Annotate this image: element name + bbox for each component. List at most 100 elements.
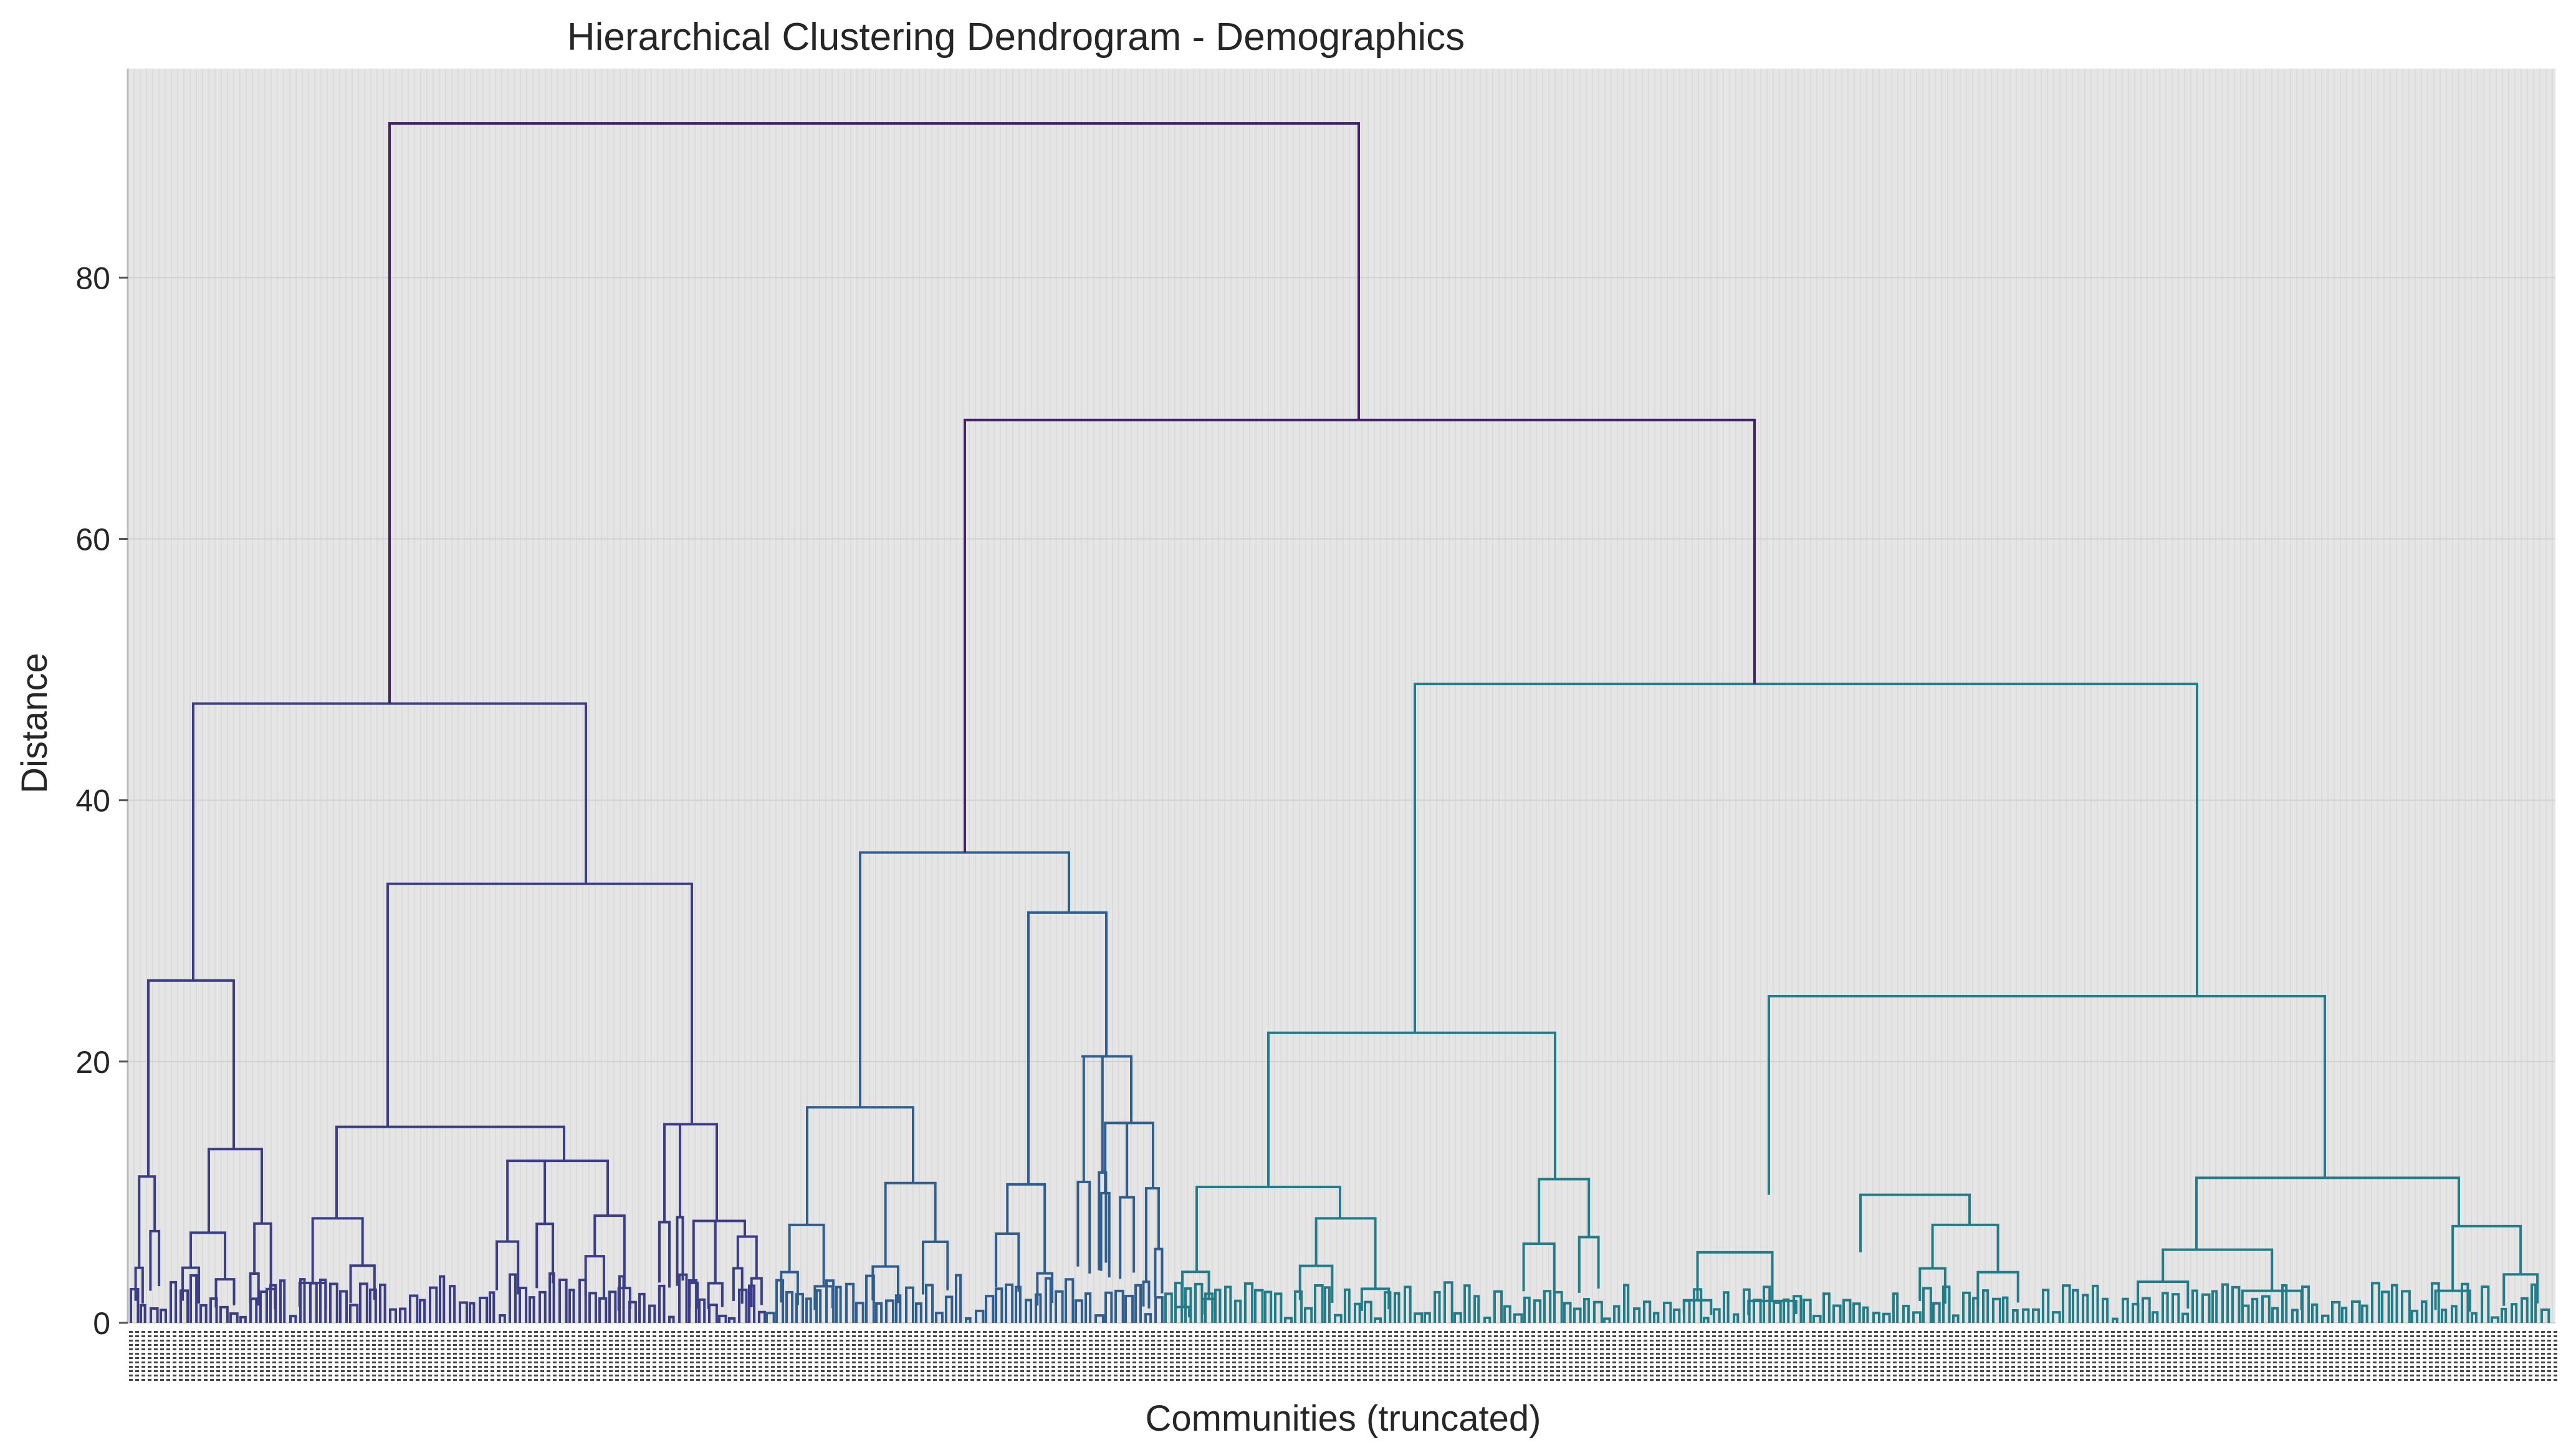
leaf-link: [1812, 1315, 1822, 1323]
dendrogram-link: [736, 1235, 758, 1279]
leaf-link: [1892, 1292, 1899, 1323]
leaf-link: [1842, 1299, 1852, 1323]
dendrogram-link: [1006, 1183, 1046, 1274]
leaf-link: [419, 1299, 426, 1323]
leaf-link: [765, 1312, 775, 1323]
dendrogram-link: [593, 1214, 626, 1289]
leaf-link: [1862, 1306, 1869, 1323]
leaf-link: [608, 1290, 617, 1323]
leaf-link: [668, 1315, 675, 1323]
leaf-link: [1882, 1312, 1891, 1323]
dendrogram-link: [750, 1277, 763, 1308]
leaf-link: [1224, 1285, 1232, 1323]
leaf-link: [1304, 1307, 1313, 1323]
leaf-link: [529, 1296, 535, 1323]
dendrogram-link: [780, 1270, 799, 1305]
dendrogram-link: [214, 1278, 236, 1308]
dendrogram-link: [1360, 1287, 1391, 1311]
leaf-link: [2341, 1307, 2348, 1323]
dendrogram-link: [386, 882, 693, 1127]
leaf-link: [1643, 1300, 1652, 1323]
leaf-link: [1773, 1301, 1782, 1323]
leaf-link: [2062, 1284, 2071, 1323]
leaf-link: [1134, 1284, 1142, 1323]
y-tick-label: 40: [75, 784, 110, 819]
leaf-link: [2441, 1309, 2448, 1323]
leaf-link: [439, 1275, 446, 1323]
leaf-link: [698, 1298, 706, 1323]
leaf-link: [2022, 1308, 2030, 1323]
leaf-link: [1284, 1317, 1293, 1323]
leaf-link: [349, 1304, 359, 1323]
leaf-link: [1493, 1290, 1503, 1323]
leaf-link: [2291, 1309, 2299, 1323]
dendrogram-link: [584, 1255, 605, 1300]
leaf-link: [2411, 1309, 2419, 1323]
dendrogram-link: [2162, 1248, 2274, 1291]
dendrogram-link: [1142, 1280, 1151, 1309]
leaf-link: [2191, 1289, 2198, 1323]
leaf-link: [2122, 1297, 2129, 1323]
leaf-link: [2231, 1285, 2241, 1323]
leaf-link: [795, 1292, 805, 1323]
leaf-link: [369, 1288, 377, 1323]
leaf-link: [568, 1289, 575, 1323]
leaf-link: [1324, 1286, 1331, 1323]
leaf-link: [1952, 1314, 1960, 1323]
leaf-link: [509, 1273, 517, 1323]
leaf-link: [2511, 1303, 2518, 1323]
leaf-link: [2241, 1304, 2250, 1323]
dendrogram-link: [1076, 1180, 1091, 1274]
leaf-link: [140, 1304, 146, 1323]
leaf-link: [1414, 1312, 1424, 1323]
leaf-link: [905, 1286, 915, 1323]
leaf-link: [2012, 1309, 2019, 1323]
leaf-link: [955, 1274, 962, 1323]
dendrogram-link: [349, 1264, 376, 1303]
leaf-link: [2421, 1300, 2428, 1323]
dendrogram-link: [732, 1267, 744, 1304]
leaf-link: [1394, 1292, 1401, 1323]
dendrogram-link: [2434, 1289, 2471, 1312]
leaf-link: [209, 1297, 218, 1323]
leaf-link: [1184, 1287, 1192, 1323]
leaf-link: [1154, 1296, 1164, 1323]
leaf-link: [1763, 1285, 1771, 1323]
dendrogram-link: [2451, 1224, 2522, 1291]
leaf-link: [409, 1294, 419, 1323]
leaf-link: [489, 1291, 496, 1323]
leaf-link: [180, 1289, 189, 1323]
dendrogram-link: [1027, 911, 1108, 1184]
y-tick-label: 60: [75, 522, 110, 557]
leaf-link: [1872, 1312, 1880, 1323]
leaf-link: [2201, 1293, 2211, 1323]
dendrogram-link: [658, 1221, 671, 1288]
leaf-link: [845, 1282, 855, 1323]
leaf-link: [389, 1308, 398, 1323]
leaf-link: [2461, 1282, 2469, 1323]
leaf-link: [1533, 1299, 1542, 1323]
leaf-link: [1274, 1292, 1283, 1323]
leaf-link: [1334, 1313, 1343, 1323]
leaf-link: [219, 1305, 229, 1323]
dendrogram-link: [1696, 1251, 1774, 1301]
leaf-link: [1085, 1292, 1092, 1323]
leaf-link: [658, 1284, 666, 1323]
y-tick-label: 80: [75, 261, 110, 295]
leaf-link: [1244, 1282, 1254, 1323]
dendrogram-link: [707, 1282, 724, 1309]
leaf-link: [1104, 1291, 1113, 1323]
dendrogram-link: [527, 1160, 609, 1216]
leaf-link: [1613, 1305, 1621, 1323]
dendrogram-link: [1747, 1299, 1798, 1315]
x-axis-label: Communities (truncated): [1146, 1398, 1541, 1439]
leaf-link: [2331, 1300, 2341, 1323]
leaf-link: [2540, 1309, 2550, 1323]
leaf-link: [1055, 1290, 1064, 1323]
leaf-link: [875, 1302, 883, 1323]
dendrogram-link: [806, 1106, 914, 1225]
leaf-link: [2471, 1312, 2478, 1323]
leaf-link: [2481, 1285, 2490, 1323]
leaf-link: [1364, 1300, 1372, 1323]
